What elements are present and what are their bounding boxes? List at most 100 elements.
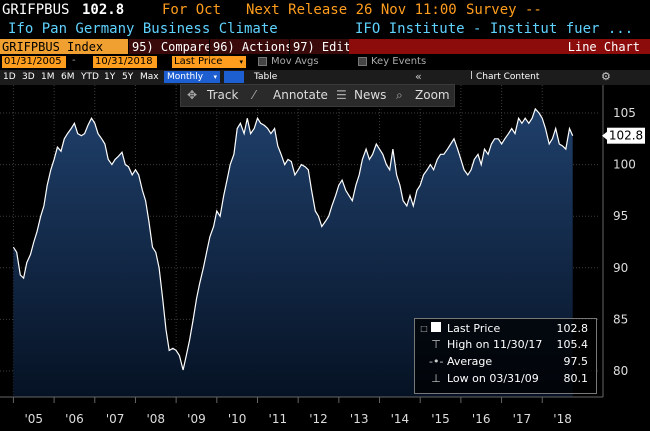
legend-swatch-icon xyxy=(429,321,443,337)
chart-content-tab[interactable]: Chart Content xyxy=(471,70,539,85)
security-source: IFO Institute - Institut fuer ... xyxy=(355,21,634,37)
collapse-icon[interactable]: « xyxy=(415,70,422,83)
release-period: For Oct xyxy=(162,2,222,18)
annotate-button[interactable]: Annotate xyxy=(273,88,328,102)
x-tick-label: '05 xyxy=(24,412,43,426)
plot-toolbar: ✥ Track ⁄ Annotate ☰ News ⌕ Zoom xyxy=(180,84,455,107)
x-tick-label: '06 xyxy=(65,412,84,426)
x-tick-label: '09 xyxy=(187,412,206,426)
date-separator: - xyxy=(72,55,76,66)
ticker: GRIFPBUS xyxy=(2,2,70,18)
legend-high: ⊤ High on 11/30/17 105.4 xyxy=(419,337,592,353)
x-axis: '05 '06 '07 '08 '09 '10 '11 '12 '13 '14 '15 '16 '17 '… xyxy=(0,396,603,426)
x-tick-label: '16 xyxy=(472,412,491,426)
frequency-label: Monthly xyxy=(167,72,204,82)
legend-box: □ Last Price 102.8 ⊤ High on 11/30/17 10… xyxy=(414,318,597,394)
legend-last-price: □ Last Price 102.8 xyxy=(419,321,592,337)
high-marker-icon: ⊤ xyxy=(431,338,441,351)
legend-average-value: 97.5 xyxy=(563,355,589,368)
x-tick-label: '18 xyxy=(553,412,572,426)
range-max[interactable]: Max xyxy=(140,72,159,82)
x-tick-label: '15 xyxy=(431,412,450,426)
legend-low: ⊥ Low on 03/31/09 80.1 xyxy=(419,371,592,387)
y-tick-label: 80 xyxy=(613,364,628,378)
frequency-select[interactable]: Monthly ▾ xyxy=(164,71,220,83)
series-line xyxy=(12,107,574,371)
y-tick-label: 100 xyxy=(613,158,636,172)
x-tick-label: '08 xyxy=(147,412,166,426)
checkbox-icon xyxy=(258,56,267,66)
header-bar: GRIFPBUS 102.8 For Oct Next Release 26 N… xyxy=(0,0,650,21)
next-release: Next Release 26 Nov 11:00 xyxy=(246,2,457,18)
y-tick-label: 90 xyxy=(613,261,628,275)
chart-content-icon xyxy=(471,71,475,79)
news-icon: ☰ xyxy=(336,88,347,102)
y-axis: 80 85 90 95 100 105 xyxy=(602,85,636,397)
last-value-box xyxy=(607,127,645,144)
x-tick-label: '12 xyxy=(309,412,328,426)
mov-avgs-label: Mov Avgs xyxy=(271,56,319,67)
annotate-icon: ⁄ xyxy=(253,88,256,102)
end-date-input[interactable]: 10/31/2018 xyxy=(93,56,157,68)
x-tick-label: '14 xyxy=(391,412,410,426)
range-1d[interactable]: 1D xyxy=(3,72,16,82)
average-marker-icon: -•- xyxy=(429,355,444,368)
compare-label: 95) Compare xyxy=(132,40,212,54)
x-tick-label: '10 xyxy=(228,412,247,426)
actions-button[interactable]: 96) Actions ▾ xyxy=(209,39,302,54)
legend-low-label: Low on 03/31/09 xyxy=(447,372,539,385)
y-tick-label: 85 xyxy=(613,312,628,326)
checkbox-icon xyxy=(358,56,367,66)
last-value: 102.8 xyxy=(82,2,125,18)
legend-collapse-icon[interactable]: □ xyxy=(420,324,428,333)
index-label[interactable]: GRIFPBUS Index xyxy=(0,39,128,54)
chart-type-bar[interactable]: Line Chart xyxy=(349,39,650,54)
dropdown-caret-icon: ▾ xyxy=(213,73,217,81)
zoom-button[interactable]: Zoom xyxy=(415,88,450,102)
field-select-label: Last Price xyxy=(174,56,223,67)
news-button[interactable]: News xyxy=(354,88,387,102)
legend-average: -•- Average 97.5 xyxy=(419,354,592,370)
range-1y[interactable]: 1Y xyxy=(104,72,116,82)
range-6m[interactable]: 6M xyxy=(61,72,75,82)
last-value-marker: 102.8 xyxy=(602,127,645,144)
date-range-bar: 01/31/2005 - 10/31/2018 Last Price ▾ Mov … xyxy=(0,55,650,69)
range-5y[interactable]: 5Y xyxy=(122,72,134,82)
y-tick-label: 105 xyxy=(613,106,636,120)
compare-button[interactable]: 95) Compare ▾ xyxy=(128,39,221,54)
track-button[interactable]: Track xyxy=(207,88,239,102)
key-events-toggle[interactable]: Key Events xyxy=(358,55,426,69)
last-value-pointer xyxy=(602,131,607,140)
last-value-label: 102.8 xyxy=(609,129,643,143)
field-select[interactable]: Last Price ▾ xyxy=(172,56,246,68)
low-marker-icon: ⊥ xyxy=(431,372,441,385)
y-tick-label: 95 xyxy=(613,209,628,223)
x-tick-label: '07 xyxy=(106,412,125,426)
legend-average-label: Average xyxy=(447,355,493,368)
gear-icon[interactable]: ⚙ xyxy=(601,70,611,83)
range-1m[interactable]: 1M xyxy=(41,72,55,82)
range-bar: 1D 3D 1M 6M YTD 1Y 5Y Max Monthly ▾ Table… xyxy=(0,70,650,97)
zoom-icon: ⌕ xyxy=(396,88,403,102)
survey: Survey -- xyxy=(466,2,542,18)
dropdown-caret-icon: ▾ xyxy=(239,58,243,66)
chart-content-label: Chart Content xyxy=(476,72,540,82)
description-bar: Ifo Pan Germany Business Climate IFO Ins… xyxy=(0,21,650,38)
line-chart-icon[interactable] xyxy=(224,71,253,97)
x-tick-label: '13 xyxy=(350,412,369,426)
legend-last-price-value: 102.8 xyxy=(556,322,589,335)
range-3d[interactable]: 3D xyxy=(22,72,35,82)
x-tick-label: '11 xyxy=(269,412,288,426)
legend-low-value: 80.1 xyxy=(563,372,589,385)
range-ytd[interactable]: YTD xyxy=(81,72,99,82)
start-date-input[interactable]: 01/31/2005 xyxy=(2,56,66,68)
security-description: Ifo Pan Germany Business Climate xyxy=(8,21,278,37)
table-tab[interactable]: Table xyxy=(254,72,278,82)
function-bar: GRIFPBUS Index 95) Compare ▾ 96) Actions… xyxy=(0,38,650,55)
legend-high-label: High on 11/30/17 xyxy=(447,338,543,351)
actions-label: 96) Actions xyxy=(213,40,293,54)
mov-avgs-toggle[interactable]: Mov Avgs xyxy=(258,55,319,69)
key-events-label: Key Events xyxy=(371,56,427,67)
move-icon[interactable]: ✥ xyxy=(187,88,198,102)
edit-button[interactable]: 97) Edit ▾ xyxy=(289,39,360,54)
